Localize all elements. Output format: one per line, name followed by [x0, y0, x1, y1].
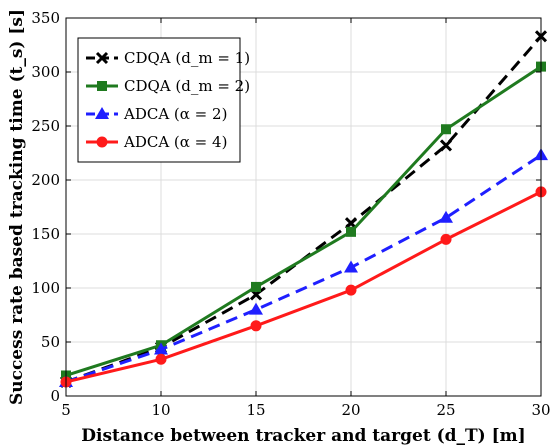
- x-axis-label: Distance between tracker and target (d_T…: [81, 426, 525, 446]
- legend-label: ADCA (α = 2): [123, 105, 227, 123]
- legend-entry: CDQA (d_m = 2): [86, 77, 250, 95]
- data-point: [346, 226, 356, 237]
- data-point: [249, 302, 263, 315]
- plot-frame: [65, 17, 542, 397]
- legend-marker: [95, 107, 109, 119]
- legend-label: CDQA (d_m = 2): [124, 77, 250, 95]
- y-tick-label: 150: [31, 225, 60, 243]
- y-tick-label: 50: [41, 333, 60, 351]
- x-tick-label: 20: [341, 401, 360, 419]
- x-tick-label: 15: [246, 401, 265, 419]
- legend-entry: CDQA (d_m = 1): [86, 49, 250, 67]
- y-tick-label: 100: [31, 279, 60, 297]
- legend-entry: ADCA (α = 2): [86, 105, 227, 123]
- axis-ticks: 0 50 100 150 200 250 300 350 5 10 15 20 25 30: [31, 9, 550, 419]
- x-tick-label: 30: [531, 401, 550, 419]
- series-line: [65, 65, 542, 377]
- y-tick-label: 0: [50, 387, 60, 405]
- legend-label: ADCA (α = 4): [123, 133, 227, 151]
- data-point: [155, 353, 167, 365]
- y-tick-label: 350: [31, 9, 60, 27]
- data-point: [440, 233, 452, 245]
- y-tick-label: 200: [31, 171, 60, 189]
- legend-entry: ADCA (α = 4): [86, 133, 227, 151]
- legend-marker: [97, 81, 107, 91]
- series-3: [59, 148, 548, 387]
- series-line: [65, 153, 542, 384]
- x-tick-label: 25: [436, 401, 455, 419]
- data-point: [154, 342, 168, 355]
- legend-marker: [95, 51, 109, 65]
- x-tick-label: 10: [151, 401, 170, 419]
- y-axis-label: Success rate based tracking time (t_s) […: [7, 9, 27, 405]
- data-point: [344, 260, 358, 273]
- y-tick-label: 300: [31, 63, 60, 81]
- legend: CDQA (d_m = 1) CDQA (d_m = 2) ADCA (α = 2)…: [77, 37, 250, 163]
- series-line: [65, 190, 542, 384]
- data-point: [345, 284, 357, 296]
- data-point: [441, 124, 451, 135]
- data-point: [251, 281, 261, 292]
- y-tick-label: 250: [31, 117, 60, 135]
- data-point: [250, 320, 262, 332]
- legend-marker: [96, 136, 108, 148]
- x-tick-label: 5: [61, 401, 71, 419]
- data-point: [439, 139, 453, 152]
- legend-label: CDQA (d_m = 1): [124, 49, 250, 67]
- data-point: [439, 210, 453, 223]
